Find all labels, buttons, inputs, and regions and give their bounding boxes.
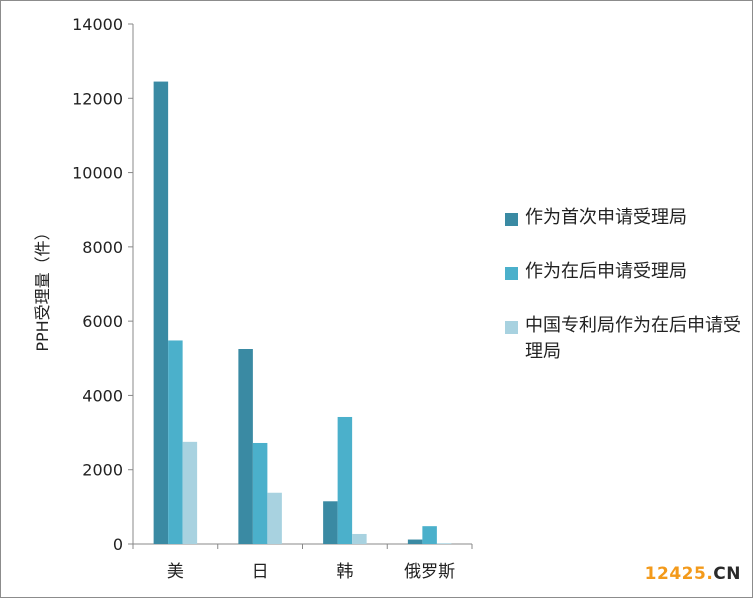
bar [436,543,452,544]
legend-label-later-filing: 作为在后申请受理局 [525,261,687,282]
chart-legend: 作为首次申请受理局 作为在后申请受理局 中国专利局作为在后申请受理局 [505,205,745,393]
bar [323,501,338,544]
legend-item-cnipa-later-filing: 中国专利局作为在后申请受理局 [505,313,745,365]
bar [168,340,183,544]
legend-label-cnipa-later-filing: 中国专利局作为在后申请受理局 [525,315,741,362]
legend-item-later-filing: 作为在后申请受理局 [505,259,745,285]
legend-label-first-filing: 作为首次申请受理局 [525,207,687,228]
legend-swatch-first-filing [505,213,518,226]
y-tick-label: 12000 [72,89,123,108]
x-category-label: 俄罗斯 [404,562,455,582]
bar [352,533,367,544]
bar [337,416,353,544]
legend-swatch-later-filing [505,267,518,280]
legend-swatch-cnipa-later-filing [505,321,518,334]
watermark-number: 12425 [644,564,707,584]
y-tick-label: 2000 [82,461,123,480]
bar [153,81,169,545]
legend-item-first-filing: 作为首次申请受理局 [505,205,745,231]
site-watermark: 12425.CN [645,564,741,584]
bar [182,441,198,544]
chart-bars [153,81,452,545]
y-tick-label: 8000 [82,238,123,257]
x-category-label: 美 [167,562,184,582]
x-category-labels: 美 日 韩 俄罗斯 [167,562,455,582]
y-axis-label: PPH受理量（件） [33,224,52,351]
bar [252,442,268,544]
bar [267,492,282,544]
y-tick-label: 6000 [82,312,123,331]
y-tick-label: 0 [113,535,123,554]
y-tick-label: 10000 [72,164,123,183]
x-category-label: 韩 [336,562,353,582]
bar [422,526,437,544]
x-category-label: 日 [252,562,269,582]
y-tick-label: 14000 [72,15,123,34]
watermark-dot: . [706,564,714,584]
bar [238,349,253,544]
watermark-suffix: CN [713,564,741,584]
y-tick-labels: 0 2000 4000 6000 8000 10000 12000 14000 [72,15,123,554]
bar [407,539,423,544]
y-tick-label: 4000 [82,386,123,405]
